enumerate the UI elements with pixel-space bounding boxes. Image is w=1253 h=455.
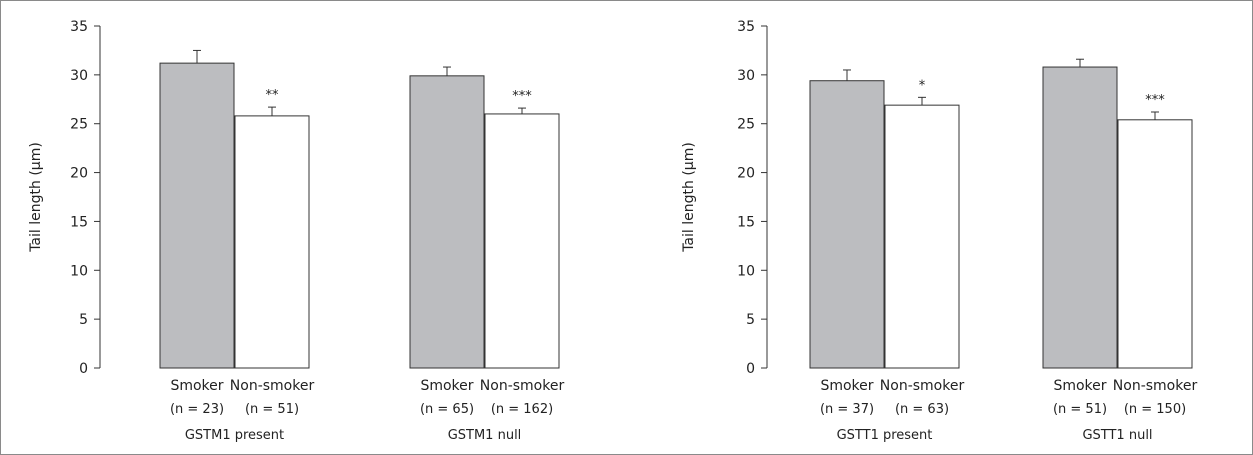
y-tick-label: 15 — [70, 214, 88, 230]
y-tick-label: 20 — [737, 166, 755, 182]
category-label: Non-smoker — [1113, 378, 1198, 394]
n-label: (n = 23) — [170, 402, 224, 417]
bar-smoker — [1042, 66, 1118, 369]
n-label: (n = 51) — [245, 402, 299, 417]
category-label: Smoker — [420, 378, 473, 394]
group-label: GSTM1 present — [185, 428, 284, 443]
bar-non-smoker — [1117, 119, 1193, 369]
n-label: (n = 37) — [820, 402, 874, 417]
category-label: Smoker — [820, 378, 873, 394]
significance-label: *** — [1145, 93, 1165, 108]
y-tick-label: 0 — [746, 361, 755, 377]
y-tick-label: 5 — [746, 312, 755, 328]
bar-smoker — [159, 62, 235, 369]
y-tick-label: 15 — [737, 214, 755, 230]
significance-label: * — [919, 78, 926, 93]
group-label: GSTT1 null — [1082, 428, 1152, 443]
y-tick-label: 30 — [737, 68, 755, 84]
group-label: GSTM1 null — [448, 428, 522, 443]
y-tick-label: 10 — [70, 263, 88, 279]
y-tick-label: 10 — [737, 263, 755, 279]
category-label: Smoker — [170, 378, 223, 394]
category-label: Smoker — [1053, 378, 1106, 394]
y-tick-label: 25 — [737, 117, 755, 133]
bar-non-smoker — [234, 115, 310, 369]
n-label: (n = 63) — [895, 402, 949, 417]
bar-non-smoker — [484, 113, 560, 369]
category-label: Non-smoker — [480, 378, 565, 394]
y-tick-label: 0 — [79, 361, 88, 377]
bar-smoker — [409, 75, 485, 369]
chart-panel-gstt1: 0 5 10 15 20 25 30 35 Tail length (μm) Smoker (n =… — [681, 19, 1197, 443]
n-label: (n = 150) — [1124, 402, 1186, 417]
significance-label: ** — [266, 88, 280, 103]
category-label: Non-smoker — [230, 378, 315, 394]
n-label: (n = 162) — [491, 402, 553, 417]
chart-panel-gstm1: 0 5 10 15 20 25 30 35 Tail length (μm) Smoker (n =… — [28, 19, 564, 443]
group-label: GSTT1 present — [837, 428, 933, 443]
category-label: Non-smoker — [880, 378, 965, 394]
y-tick-label: 35 — [737, 19, 755, 35]
y-tick-label: 25 — [70, 117, 88, 133]
y-tick-label: 20 — [70, 166, 88, 182]
y-axis-title: Tail length (μm) — [28, 142, 44, 253]
y-tick-label: 5 — [79, 312, 88, 328]
bar-smoker — [809, 80, 885, 369]
n-label: (n = 65) — [420, 402, 474, 417]
n-label: (n = 51) — [1053, 402, 1107, 417]
y-tick-label: 35 — [70, 19, 88, 35]
y-tick-label: 30 — [70, 68, 88, 84]
significance-label: *** — [512, 89, 532, 104]
y-axis-title: Tail length (μm) — [681, 142, 697, 253]
bar-non-smoker — [884, 104, 960, 369]
